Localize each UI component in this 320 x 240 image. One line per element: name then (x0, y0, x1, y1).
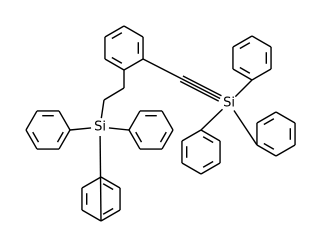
double-bond (263, 142, 275, 150)
double-bond (111, 56, 123, 64)
bond (100, 209, 121, 222)
bond (161, 129, 174, 150)
bond (251, 35, 272, 48)
molecule-diagram: Si Si (25, 25, 296, 222)
double-bond (159, 131, 167, 143)
double-bond (32, 131, 40, 143)
bond (181, 162, 202, 175)
bond (123, 58, 144, 71)
triple-bond (182, 75, 222, 97)
triple-bond (179, 80, 220, 102)
bond (25, 110, 38, 131)
double-bond (239, 42, 251, 50)
bond (128, 129, 141, 150)
bond (104, 25, 125, 38)
bond (232, 68, 253, 81)
bond (275, 111, 296, 124)
double-bond (111, 32, 123, 40)
bond (181, 129, 202, 142)
double-bond (239, 66, 251, 74)
bond (128, 110, 141, 131)
double-bond (56, 131, 64, 143)
double-bond (263, 118, 275, 126)
bond (256, 111, 277, 124)
bond (181, 78, 221, 100)
double-bond (102, 183, 114, 191)
bond (251, 68, 272, 81)
bond (104, 58, 125, 71)
bond (200, 162, 221, 175)
double-bond (135, 131, 143, 143)
bond (123, 25, 144, 38)
bond (58, 129, 71, 150)
bond (100, 99, 105, 119)
bond (81, 209, 102, 222)
bond (256, 144, 277, 157)
bond (200, 108, 224, 131)
bond (275, 144, 296, 157)
bond (200, 129, 221, 142)
bond (58, 110, 71, 131)
atom-label: Si (94, 120, 106, 135)
bond (232, 35, 253, 48)
double-bond (202, 136, 214, 144)
bond (103, 87, 125, 101)
bond (234, 79, 253, 98)
bond (69, 127, 92, 131)
bond (233, 110, 258, 146)
bond (142, 58, 182, 80)
page: {"atoms": [{"label": "Si"}, {"label": "S… (25, 25, 296, 222)
bond (161, 110, 174, 131)
bond (99, 135, 102, 222)
bond (100, 176, 121, 189)
bond (81, 176, 102, 189)
bond (108, 127, 130, 131)
bond (25, 129, 38, 150)
double-bond (202, 160, 214, 168)
atom-label: Si (223, 96, 235, 111)
double-bond (102, 207, 114, 215)
